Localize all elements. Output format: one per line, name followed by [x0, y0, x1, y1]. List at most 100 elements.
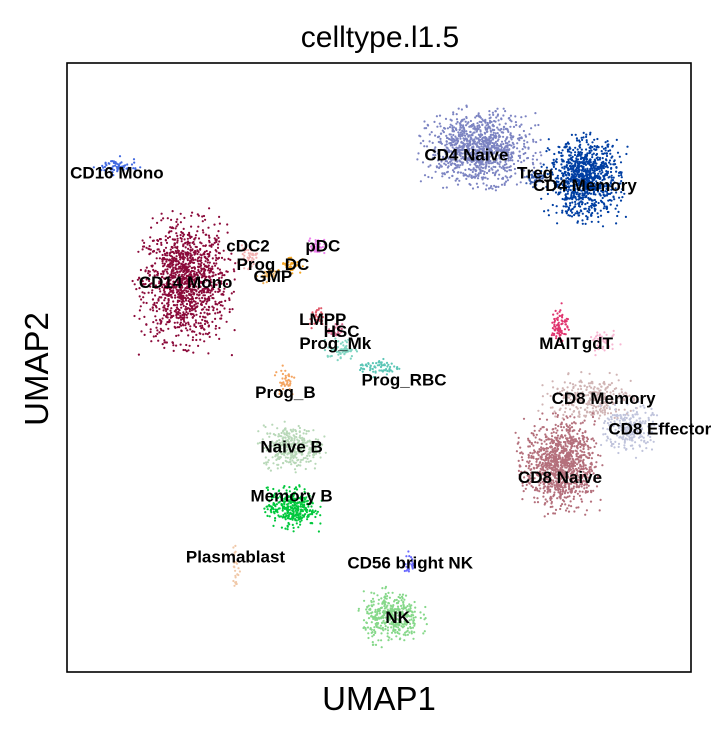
scatter-point	[181, 279, 184, 282]
scatter-point	[613, 159, 616, 162]
scatter-point	[372, 617, 375, 621]
scatter-point	[291, 268, 294, 271]
scatter-point	[335, 347, 338, 350]
scatter-point	[314, 445, 317, 448]
scatter-point	[174, 326, 177, 329]
scatter-point	[504, 139, 507, 142]
scatter-point	[610, 156, 613, 159]
scatter-point	[324, 451, 327, 454]
scatter-point	[398, 608, 401, 611]
scatter-point	[412, 619, 415, 623]
scatter-point	[505, 136, 509, 139]
scatter-point	[168, 313, 171, 316]
scatter-point	[216, 267, 219, 270]
scatter-point	[182, 260, 185, 263]
scatter-point	[401, 597, 404, 600]
scatter-point	[111, 167, 114, 170]
scatter-point	[117, 167, 120, 170]
scatter-point	[205, 308, 208, 311]
scatter-point	[565, 203, 568, 206]
scatter-point	[298, 512, 301, 515]
scatter-point	[496, 114, 499, 117]
scatter-point	[268, 505, 271, 508]
scatter-point	[265, 281, 268, 284]
scatter-point	[375, 362, 378, 365]
scatter-point	[467, 167, 470, 171]
scatter-point	[507, 130, 510, 133]
scatter-point	[174, 246, 177, 249]
scatter-point	[466, 138, 469, 141]
scatter-point	[293, 435, 296, 438]
scatter-point	[600, 172, 603, 175]
scatter-point	[547, 209, 550, 212]
scatter-point	[471, 170, 474, 174]
scatter-point	[205, 291, 208, 294]
scatter-point	[445, 140, 448, 143]
scatter-point	[312, 453, 315, 456]
scatter-point	[396, 605, 400, 608]
scatter-point	[373, 626, 376, 629]
scatter-point	[138, 287, 141, 290]
scatter-point	[182, 348, 185, 352]
scatter-point	[217, 287, 220, 290]
scatter-point	[286, 525, 289, 528]
scatter-point	[292, 443, 296, 446]
scatter-point	[393, 611, 396, 614]
scatter-point	[294, 518, 297, 521]
scatter-point	[143, 292, 146, 295]
scatter-point	[182, 227, 185, 230]
scatter-point	[189, 256, 192, 259]
scatter-point	[295, 522, 298, 525]
scatter-point	[306, 454, 309, 457]
scatter-point	[241, 253, 244, 256]
scatter-point	[200, 276, 203, 279]
scatter-point	[402, 605, 405, 608]
scatter-point	[291, 449, 294, 452]
scatter-point	[367, 617, 371, 620]
scatter-point	[397, 600, 400, 603]
scatter-point	[567, 161, 570, 164]
scatter-point	[489, 136, 493, 139]
scatter-point	[194, 325, 198, 329]
scatter-point	[176, 237, 179, 240]
scatter-point	[179, 212, 182, 215]
scatter-point	[191, 261, 194, 264]
scatter-point	[364, 628, 367, 631]
scatter-point	[454, 127, 457, 130]
scatter-point	[286, 456, 289, 459]
scatter-point	[168, 263, 171, 266]
scatter-point	[449, 142, 452, 145]
scatter-point	[200, 261, 203, 264]
scatter-point	[298, 451, 301, 454]
scatter-point	[218, 326, 221, 330]
scatter-point	[406, 605, 409, 608]
scatter-point	[189, 235, 192, 238]
scatter-point	[196, 260, 199, 263]
scatter-point	[173, 310, 176, 313]
scatter-point	[565, 145, 568, 148]
scatter-point	[303, 490, 306, 493]
scatter-point	[183, 216, 186, 219]
scatter-point	[493, 119, 496, 123]
scatter-point	[594, 164, 597, 167]
scatter-point	[217, 243, 220, 246]
scatter-point	[180, 240, 183, 243]
scatter-point	[282, 441, 285, 444]
scatter-point	[249, 252, 252, 255]
scatter-point	[314, 438, 317, 441]
scatter-point	[422, 139, 425, 142]
scatter-point	[167, 313, 170, 316]
scatter-point	[446, 170, 449, 173]
scatter-point	[284, 441, 287, 445]
scatter-point	[160, 272, 163, 275]
scatter-point	[601, 145, 604, 148]
scatter-point	[288, 446, 291, 449]
scatter-point	[160, 219, 163, 222]
scatter-point	[155, 251, 158, 254]
scatter-point	[509, 159, 512, 162]
scatter-point	[174, 266, 177, 269]
scatter-point	[519, 154, 522, 157]
scatter-point	[286, 381, 289, 384]
scatter-point	[552, 165, 556, 168]
scatter-point	[165, 323, 168, 326]
